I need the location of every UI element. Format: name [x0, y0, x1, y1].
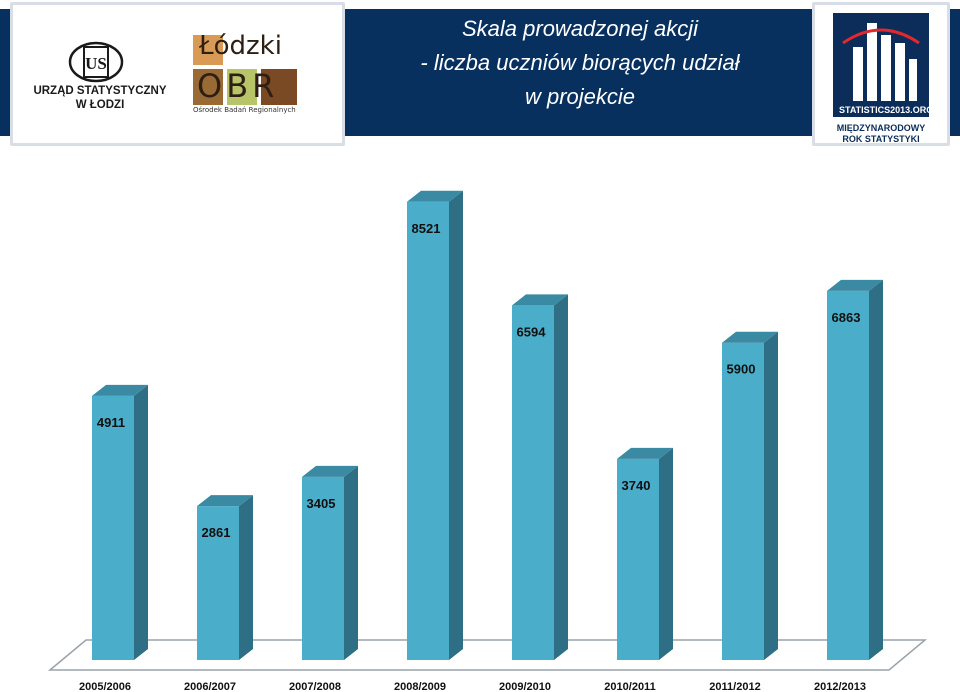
bar-side — [554, 294, 568, 660]
bar-front — [617, 458, 659, 660]
bar-side — [764, 331, 778, 660]
bar-top — [512, 294, 568, 306]
bar-front — [302, 476, 344, 660]
left-logo-panel: US URZĄD STATYSTYCZNY W ŁODZI Łódzki OBR… — [10, 2, 345, 146]
bar-data-label: 4911 — [97, 415, 125, 430]
bar-top — [617, 447, 673, 459]
title-line-2: - liczba uczniów biorących udział — [420, 50, 740, 75]
title-line-3: w projekcie — [524, 84, 636, 109]
bar-top — [722, 331, 778, 343]
bar-data-label: 8521 — [412, 221, 441, 236]
x-tick-label: 2011/2012 — [709, 681, 760, 692]
bar-front — [197, 506, 239, 660]
x-tick-label: 2005/2006 — [79, 681, 131, 692]
bar-side — [449, 190, 463, 660]
bar-side — [134, 384, 148, 660]
bar-data-label: 6594 — [517, 324, 547, 339]
x-tick-label: 2010/2011 — [604, 681, 655, 692]
bar-top — [827, 279, 883, 291]
right-logo-panel: STATISTICS2013.ORG MIĘDZYNARODOWY ROK ST… — [812, 2, 950, 146]
x-tick-label: 2006/2007 — [184, 681, 236, 692]
bar-top — [197, 495, 253, 507]
ustat-logo-icon: US — [68, 41, 124, 83]
title-line-1: Skala prowadzonej akcji — [461, 16, 699, 41]
bar-top — [302, 465, 358, 477]
bar-front — [407, 201, 449, 660]
ustat-line1: URZĄD STATYSTYCZNY — [33, 85, 167, 97]
obr-word: OBR — [197, 67, 279, 105]
bar-top — [407, 190, 463, 202]
myr-line2: ROK STATYSTYKI — [842, 134, 920, 144]
bar-data-label: 6863 — [832, 310, 861, 325]
lodzki-word: Łódzki — [199, 31, 282, 61]
chart-floor — [47, 639, 928, 671]
statistics2013-site: STATISTICS2013.ORG — [839, 105, 934, 115]
bar-front — [92, 395, 134, 660]
page-title: Skala prowadzonej akcji - liczba uczniów… — [360, 12, 800, 114]
myr-line1: MIĘDZYNARODOWY — [836, 123, 926, 133]
ustat-line2: W ŁODZI — [75, 99, 125, 111]
bar-side — [344, 465, 358, 660]
svg-text:US: US — [85, 54, 107, 73]
bar-top — [92, 384, 148, 396]
obr-subtitle: Ośrodek Badań Regionalnych — [193, 106, 296, 114]
bar-side — [239, 495, 253, 660]
x-tick-label: 2007/2008 — [289, 681, 341, 692]
x-tick-label: 2009/2010 — [499, 681, 551, 692]
statistics2013-logo-icon — [833, 13, 929, 117]
bar-front — [827, 290, 869, 660]
x-tick-label: 2012/2013 — [814, 681, 866, 692]
bar-data-label: 2861 — [202, 525, 231, 540]
bar-side — [659, 447, 673, 660]
bar-front — [512, 305, 554, 660]
x-tick-label: 2008/2009 — [394, 681, 446, 692]
bar-data-label: 3405 — [307, 496, 336, 511]
bar-data-label: 5900 — [727, 362, 756, 377]
bar-side — [869, 279, 883, 660]
bar-data-label: 3740 — [622, 478, 651, 493]
lodzki-obr-logo-icon — [193, 35, 297, 105]
bar-front — [722, 342, 764, 660]
